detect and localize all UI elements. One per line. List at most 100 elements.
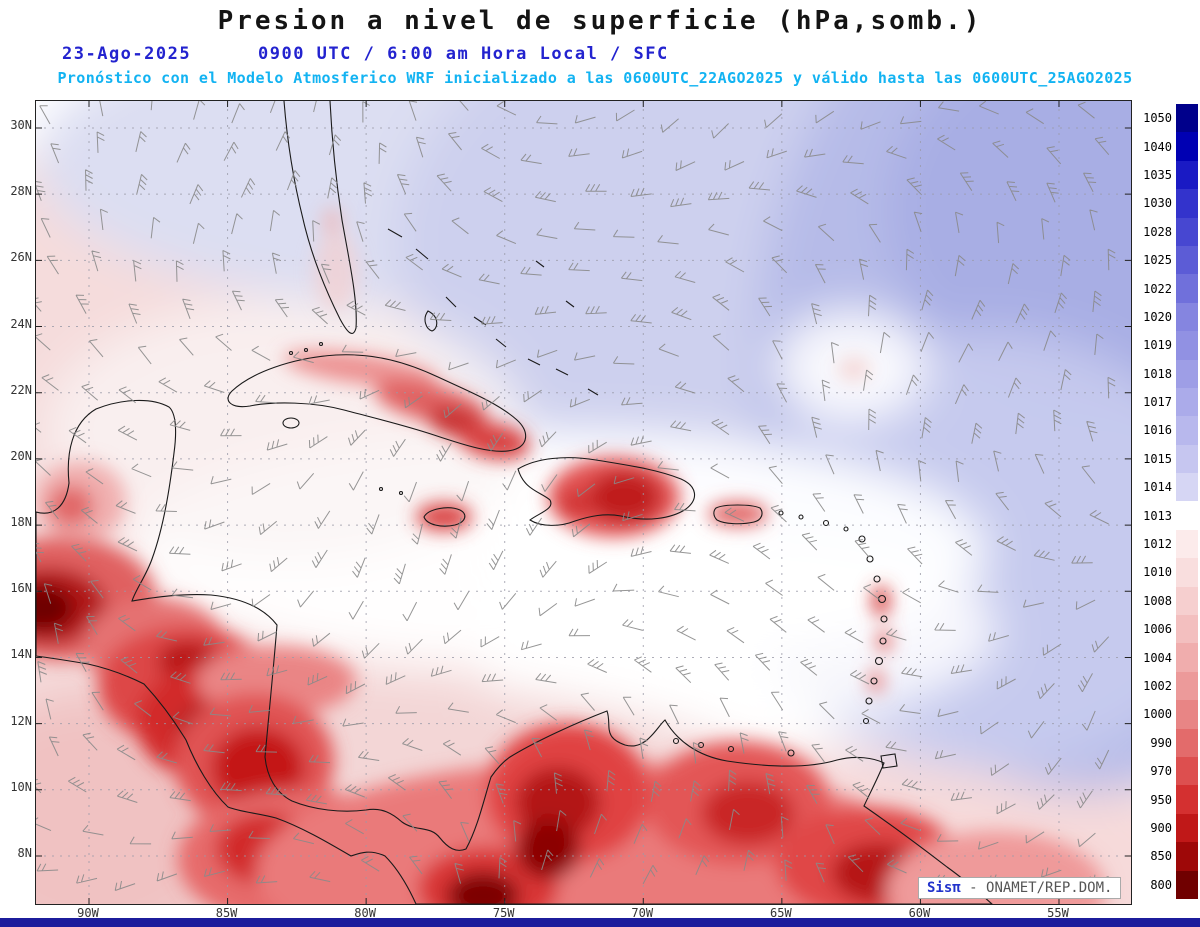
- colorbar-row-1017: 1017: [1138, 387, 1198, 417]
- colorbar-value: 970: [1138, 756, 1176, 786]
- colorbar-row-1035: 1035: [1138, 160, 1198, 190]
- colorbar-swatch: [1176, 756, 1198, 786]
- lat-label-24N: 24N: [10, 316, 32, 331]
- colorbar-row-1025: 1025: [1138, 245, 1198, 275]
- colorbar-row-1015: 1015: [1138, 444, 1198, 474]
- colorbar-value: 950: [1138, 785, 1176, 814]
- coast-jamaica: [423, 507, 466, 527]
- colorbar-swatch: [1176, 444, 1198, 474]
- colorbar-swatch: [1176, 387, 1198, 417]
- colorbar-value: 1035: [1138, 160, 1176, 190]
- colorbar-swatch: [1176, 558, 1198, 587]
- colorbar-row-1002: 1002: [1138, 671, 1198, 701]
- grid-lines: [36, 101, 1131, 904]
- colorbar-value: 1020: [1138, 302, 1176, 332]
- colorbar-value: 1006: [1138, 615, 1176, 644]
- colorbar-swatch: [1176, 331, 1198, 360]
- colorbar-value: 1025: [1138, 245, 1176, 275]
- watermark-brand: Sisπ: [927, 880, 961, 896]
- colorbar-swatch: [1176, 132, 1198, 161]
- colorbar-row-1040: 1040: [1138, 132, 1198, 161]
- colorbar-value: 1000: [1138, 700, 1176, 729]
- forecast-subtitle: Pronóstico con el Modelo Atmosferico WRF…: [57, 69, 1133, 87]
- colorbar-value: 1022: [1138, 274, 1176, 303]
- colorbar-swatch: [1176, 245, 1198, 275]
- lat-label-14N: 14N: [10, 647, 32, 662]
- lat-label-28N: 28N: [10, 184, 32, 199]
- colorbar-value: 1019: [1138, 331, 1176, 360]
- lon-label-75W: 75W: [492, 906, 515, 920]
- colorbar-value: 1015: [1138, 444, 1176, 474]
- pressure-shading-blobs: [36, 207, 1106, 904]
- colorbar-value: 1004: [1138, 643, 1176, 672]
- lat-label-22N: 22N: [10, 382, 32, 397]
- colorbar-row-1014: 1014: [1138, 473, 1198, 502]
- lat-label-16N: 16N: [10, 581, 32, 596]
- colorbar-row-1022: 1022: [1138, 274, 1198, 303]
- watermark: Sisπ - ONAMET/REP.DOM.: [918, 877, 1122, 899]
- colorbar-row-1004: 1004: [1138, 643, 1198, 672]
- colorbar-row-1030: 1030: [1138, 189, 1198, 218]
- colorbar-swatch: [1176, 501, 1198, 530]
- colorbar-value: 1010: [1138, 558, 1176, 587]
- colorbar-swatch: [1176, 586, 1198, 616]
- colorbar-row-850: 850: [1138, 842, 1198, 871]
- valid-time: 0900 UTC / 6:00 am Hora Local / SFC: [258, 44, 669, 64]
- colorbar-row-1028: 1028: [1138, 217, 1198, 246]
- colorbar-swatch: [1176, 643, 1198, 672]
- colorbar-swatch: [1176, 728, 1198, 757]
- lon-label-70W: 70W: [631, 906, 654, 920]
- axis-ticks: [36, 101, 1131, 904]
- colorbar-swatch: [1176, 700, 1198, 729]
- colorbar-swatch: [1176, 160, 1198, 190]
- colorbar-swatch: [1176, 529, 1198, 559]
- coast-trinidad: [880, 753, 898, 769]
- colorbar-value: 1030: [1138, 189, 1176, 218]
- coast-bahamas: [387, 228, 599, 396]
- colorbar-swatch: [1176, 416, 1198, 445]
- colorbar-row-1010: 1010: [1138, 558, 1198, 587]
- colorbar-value: 1002: [1138, 671, 1176, 701]
- colorbar-value: 1014: [1138, 473, 1176, 502]
- colorbar-swatch: [1176, 870, 1198, 899]
- colorbar-row-1020: 1020: [1138, 302, 1198, 332]
- colorbar-swatch: [1176, 302, 1198, 332]
- colorbar-row-970: 970: [1138, 756, 1198, 786]
- colorbar-value: 1016: [1138, 416, 1176, 445]
- pressure-colorbar: 1050 1040 1035 1030 1028 1025 1022 1020 1019 1018…: [1138, 104, 1198, 899]
- wind-barbs: [36, 101, 1116, 891]
- colorbar-swatch: [1176, 785, 1198, 814]
- colorbar-row-900: 900: [1138, 813, 1198, 843]
- colorbar-swatch: [1176, 615, 1198, 644]
- coast-puerto-rico: [713, 504, 763, 525]
- colorbar-value: 1028: [1138, 217, 1176, 246]
- colorbar-swatch: [1176, 189, 1198, 218]
- page-title: Presion a nivel de superficie (hPa,somb.…: [217, 6, 983, 36]
- colorbar-value: 850: [1138, 842, 1176, 871]
- colorbar-row-1019: 1019: [1138, 331, 1198, 360]
- lon-label-55W: 55W: [1047, 906, 1069, 920]
- colorbar-swatch: [1176, 274, 1198, 303]
- coastlines: [36, 101, 993, 904]
- colorbar-value: 1013: [1138, 501, 1176, 530]
- colorbar-value: 1018: [1138, 359, 1176, 388]
- lon-label-80W: 80W: [354, 906, 376, 920]
- colorbar-value: 1012: [1138, 529, 1176, 559]
- lon-label-90W: 90W: [77, 906, 99, 920]
- colorbar-row-1000: 1000: [1138, 700, 1198, 729]
- lat-label-30N: 30N: [10, 118, 32, 132]
- lon-label-60W: 60W: [908, 906, 931, 920]
- colorbar-swatch: [1176, 359, 1198, 388]
- bottom-bar: [0, 918, 1200, 927]
- lat-label-12N: 12N: [10, 713, 32, 728]
- colorbar-row-1016: 1016: [1138, 416, 1198, 445]
- lat-label-18N: 18N: [10, 515, 32, 530]
- watermark-source: - ONAMET/REP.DOM.: [969, 880, 1113, 896]
- lat-label-8N: 8N: [17, 845, 32, 860]
- colorbar-row-800: 800: [1138, 870, 1198, 899]
- colorbar-row-1012: 1012: [1138, 529, 1198, 559]
- lat-label-26N: 26N: [10, 250, 32, 265]
- colorbar-swatch: [1176, 671, 1198, 701]
- colorbar-row-950: 950: [1138, 785, 1198, 814]
